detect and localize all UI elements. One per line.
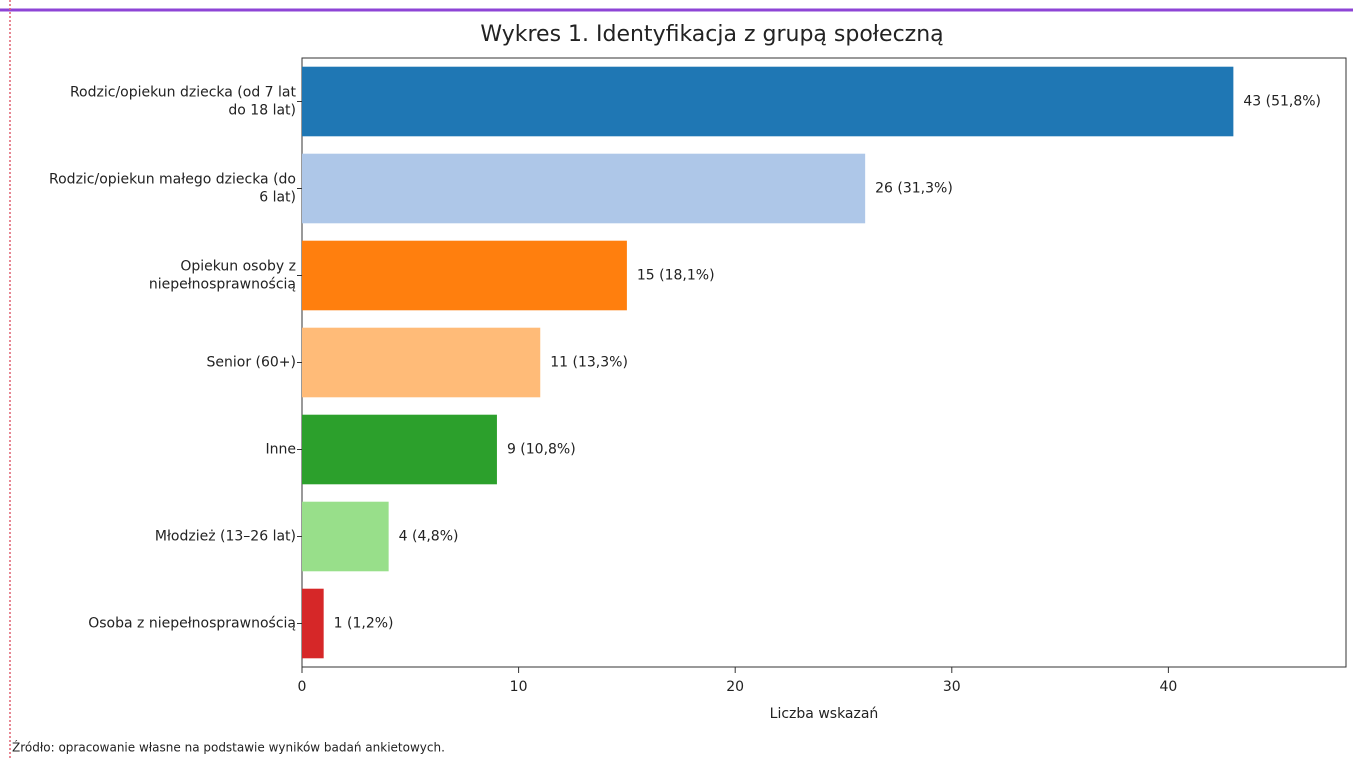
value-label: 11 (13,3%) xyxy=(550,355,628,371)
value-label: 43 (51,8%) xyxy=(1243,94,1321,110)
chart-title: Wykres 1. Identyfikacja z grupą społeczn… xyxy=(480,22,943,47)
bar xyxy=(302,327,541,398)
x-tick-label: 30 xyxy=(943,679,961,695)
x-axis-label: Liczba wskazań xyxy=(770,706,879,722)
x-tick-label: 10 xyxy=(510,679,528,695)
value-label: 4 (4,8%) xyxy=(399,529,459,545)
value-label: 9 (10,8%) xyxy=(507,442,576,458)
y-tick-label: Inne xyxy=(266,442,297,458)
y-tick-label: Opiekun osoby z niepełnosprawnością xyxy=(149,259,296,293)
value-label: 26 (31,3%) xyxy=(875,181,953,197)
bar xyxy=(302,153,866,224)
y-tick-label: Osoba z niepełnosprawnością xyxy=(88,616,296,632)
bar xyxy=(302,414,497,485)
value-label: 15 (18,1%) xyxy=(637,268,715,284)
y-tick-label: Senior (60+) xyxy=(206,355,296,371)
bar xyxy=(302,66,1234,137)
bar xyxy=(302,501,389,572)
y-tick-label: Rodzic/opiekun dziecka (od 7 lat do 18 la… xyxy=(70,85,297,119)
x-tick-label: 0 xyxy=(298,679,307,695)
y-tick-label: Rodzic/opiekun małego dziecka (do 6 lat) xyxy=(49,172,296,206)
bar xyxy=(302,240,627,311)
bar xyxy=(302,588,324,659)
source-note: Źródło: opracowanie własne na podstawie … xyxy=(12,740,445,755)
x-tick-label: 40 xyxy=(1159,679,1177,695)
value-label: 1 (1,2%) xyxy=(334,616,394,632)
y-tick-label: Młodzież (13–26 lat) xyxy=(155,529,296,545)
x-tick-label: 20 xyxy=(726,679,744,695)
